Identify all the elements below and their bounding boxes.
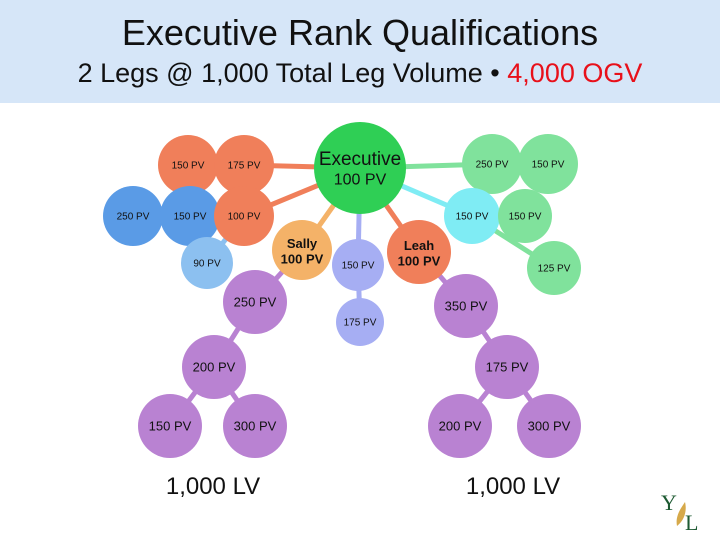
node-label: 150 PV xyxy=(509,212,542,223)
node-circle xyxy=(527,241,581,295)
node-n250b: 250 PV xyxy=(223,270,287,334)
subtitle-ogv-highlight: 4,000 OGV xyxy=(507,58,643,88)
node-label: 150 PV xyxy=(456,212,489,223)
node-label: 150 PV xyxy=(174,212,207,223)
node-label: 300 PV xyxy=(234,419,277,434)
node-circle xyxy=(160,186,220,246)
node-n150c: 150 PV xyxy=(332,239,384,291)
subtitle-main: 2 Legs @ 1,000 Total Leg Volume • xyxy=(77,58,500,88)
node-n150d: 150 PV xyxy=(518,134,578,194)
node-circle xyxy=(475,335,539,399)
node-circle xyxy=(336,298,384,346)
node-label: Sally xyxy=(287,236,318,251)
node-n150f: 150 PV xyxy=(498,189,552,243)
node-label: 90 PV xyxy=(193,259,221,270)
node-sublabel: 100 PV xyxy=(281,252,324,267)
logo-letter-l: L xyxy=(685,510,698,534)
node-n100a: 100 PV xyxy=(214,186,274,246)
node-circle xyxy=(158,135,218,195)
node-n250a: 250 PV xyxy=(103,186,163,246)
node-circle xyxy=(444,188,500,244)
node-label: 150 PV xyxy=(342,261,375,272)
node-label: 150 PV xyxy=(532,160,565,171)
node-label: Executive xyxy=(319,149,401,170)
node-n175b: 175 PV xyxy=(336,298,384,346)
node-label: 175 PV xyxy=(228,161,261,172)
logo-letter-y: Y xyxy=(661,490,677,515)
node-label: 350 PV xyxy=(445,299,488,314)
node-circle xyxy=(181,237,233,289)
node-n300b: 300 PV xyxy=(517,394,581,458)
node-label: 125 PV xyxy=(538,264,571,275)
node-label: 300 PV xyxy=(528,419,571,434)
node-label: 150 PV xyxy=(149,419,192,434)
node-n175c: 175 PV xyxy=(475,335,539,399)
young-living-logo: Y L xyxy=(661,490,698,534)
node-circle xyxy=(518,134,578,194)
node-circle xyxy=(182,335,246,399)
slide-subtitle: 2 Legs @ 1,000 Total Leg Volume • 4,000 … xyxy=(0,58,720,89)
node-circle xyxy=(223,394,287,458)
leaf-icon xyxy=(676,502,686,526)
node-circle xyxy=(387,220,451,284)
node-circle xyxy=(223,270,287,334)
node-n350: 350 PV xyxy=(434,274,498,338)
slide-title: Executive Rank Qualifications xyxy=(121,12,599,53)
node-label: 200 PV xyxy=(193,360,236,375)
node-sublabel: 100 PV xyxy=(398,254,441,269)
node-label: 100 PV xyxy=(228,212,261,223)
node-n200a: 200 PV xyxy=(182,335,246,399)
node-label: Leah xyxy=(404,238,434,253)
node-circle xyxy=(214,186,274,246)
node-label: 175 PV xyxy=(344,318,377,329)
node-label: 250 PV xyxy=(117,212,150,223)
node-circle xyxy=(214,135,274,195)
node-circle xyxy=(428,394,492,458)
node-n150b: 150 PV xyxy=(160,186,220,246)
node-circle xyxy=(272,220,332,280)
node-circle xyxy=(498,189,552,243)
node-n150e: 150 PV xyxy=(444,188,500,244)
node-label: 250 PV xyxy=(234,295,277,310)
node-n90: 90 PV xyxy=(181,237,233,289)
node-label: 200 PV xyxy=(439,419,482,434)
node-label: 250 PV xyxy=(476,160,509,171)
node-n150g: 150 PV xyxy=(138,394,202,458)
node-circle xyxy=(138,394,202,458)
header-band xyxy=(0,0,720,103)
node-circle xyxy=(314,122,406,214)
node-n175a: 175 PV xyxy=(214,135,274,195)
right-leg-total: 1,000 LV xyxy=(465,473,561,500)
node-n125: 125 PV xyxy=(527,241,581,295)
node-label: 175 PV xyxy=(486,360,529,375)
node-circle xyxy=(103,186,163,246)
node-n200b: 200 PV xyxy=(428,394,492,458)
node-circle xyxy=(332,239,384,291)
left-leg-total: 1,000 LV xyxy=(165,473,261,500)
node-n150a: 150 PV xyxy=(158,135,218,195)
node-circle xyxy=(434,274,498,338)
node-circle xyxy=(462,134,522,194)
node-sublabel: 100 PV xyxy=(334,171,387,188)
node-n250c: 250 PV xyxy=(462,134,522,194)
node-circle xyxy=(517,394,581,458)
node-label: 150 PV xyxy=(172,161,205,172)
node-n300a: 300 PV xyxy=(223,394,287,458)
